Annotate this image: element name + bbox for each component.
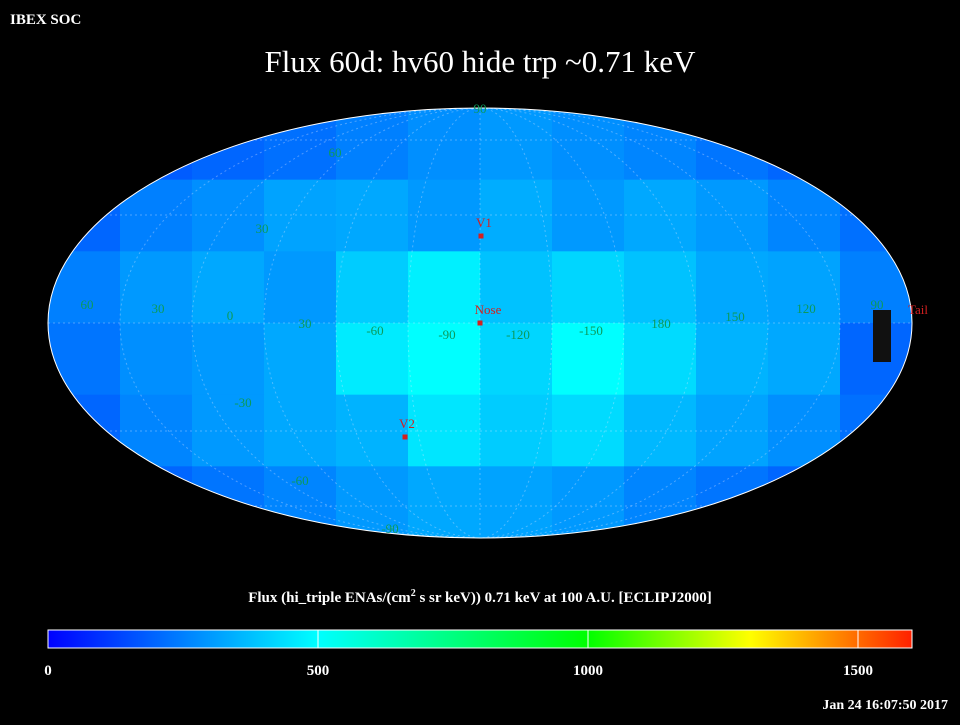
grid-label: 30: [256, 221, 269, 236]
marker-point: [478, 233, 484, 239]
colorbar: [47, 629, 913, 649]
marker-label: V2: [399, 416, 415, 431]
no-data-region: [873, 310, 891, 362]
grid-label: -150: [579, 323, 603, 338]
flux-cell: [696, 323, 769, 396]
flux-cell: [264, 179, 337, 252]
flux-cell: [552, 394, 625, 467]
colorbar-label-text: s sr keV)) 0.71 keV at 100 A.U. [ECLIPJ2…: [416, 590, 712, 606]
grid-label: 90: [474, 101, 487, 116]
flux-cell: [192, 251, 265, 324]
flux-cell: [408, 323, 481, 396]
flux-cell: [264, 251, 337, 324]
flux-cell: [192, 394, 265, 467]
grid-label: 90: [871, 297, 884, 312]
flux-cell: [120, 251, 193, 324]
flux-cell: [120, 323, 193, 396]
colorbar-label-text: Flux (hi_triple ENAs/(cm: [248, 590, 411, 606]
flux-cell: [336, 179, 409, 252]
flux-cell: [552, 466, 625, 538]
grid-label: -90: [438, 327, 455, 342]
colorbar-tick-label: 1000: [573, 663, 603, 679]
flux-cell: [336, 108, 409, 181]
timestamp: Jan 24 16:07:50 2017: [822, 698, 948, 713]
flux-cell: [624, 323, 697, 396]
colorbar-tick-label: 500: [307, 663, 330, 679]
title: Flux 60d: hv60 hide trp ~0.71 keV: [265, 44, 697, 79]
flux-cell: [552, 179, 625, 252]
flux-cell: [552, 251, 625, 324]
flux-cell: [768, 251, 841, 324]
flux-cell: [624, 251, 697, 324]
colorbar-ticks: 0 500 1000 1500: [44, 630, 873, 679]
grid-label: 30: [152, 301, 165, 316]
grid-label: -90: [381, 521, 398, 536]
grid-label: -120: [506, 327, 530, 342]
grid-label: 0: [227, 308, 234, 323]
flux-cell: [552, 323, 625, 396]
grid-label: -60: [291, 473, 308, 488]
flux-cell: [264, 394, 337, 467]
flux-cell: [192, 179, 265, 252]
map-outline: [47, 107, 913, 539]
colorbar-label-superscript: 2: [411, 588, 416, 599]
source-label: IBEX SOC: [10, 12, 81, 28]
flux-cell: [696, 394, 769, 467]
flux-cell: [480, 323, 553, 396]
flux-cell: [336, 251, 409, 324]
marker-point: [477, 320, 483, 326]
flux-cell: [552, 108, 625, 181]
flux-cell: [192, 323, 265, 396]
marker-point: [402, 434, 408, 440]
flux-cell: [696, 251, 769, 324]
flux-cell: [480, 179, 553, 252]
flux-cell: [408, 108, 481, 181]
colorbar-tick-label: 1500: [843, 663, 873, 679]
grid-label: 60: [81, 297, 94, 312]
flux-cell: [264, 323, 337, 396]
grid-label: 150: [725, 309, 745, 324]
flux-cell: [336, 323, 409, 396]
flux-cell: [408, 251, 481, 324]
flux-cell: [624, 179, 697, 252]
grid-label: 120: [796, 301, 816, 316]
grid-label: 180: [651, 316, 671, 331]
flux-cell: [696, 179, 769, 252]
marker-label: Tail: [908, 302, 928, 317]
flux-cell: [408, 394, 481, 467]
flux-cell: [624, 394, 697, 467]
grid-label: 60: [329, 145, 342, 160]
flux-cell: [336, 394, 409, 467]
flux-cell: [408, 466, 481, 538]
flux-cell: [768, 323, 841, 396]
grid-label: -30: [234, 395, 251, 410]
flux-cell: [336, 466, 409, 538]
marker-label: Nose: [475, 302, 502, 317]
flux-cell: [480, 466, 553, 538]
flux-cell: [480, 394, 553, 467]
flux-cell: [480, 108, 553, 181]
grid-label: -60: [366, 323, 383, 338]
flux-cell: [408, 179, 481, 252]
colorbar-label: Flux (hi_triple ENAs/(cm2 s sr keV)) 0.7…: [248, 588, 712, 606]
map-labels: 90 60 30 60 30 0 30 -60 -90 -120 -150 180 150 120 90 -3…: [81, 101, 929, 536]
marker-label: V1: [476, 215, 492, 230]
flux-cell: [480, 251, 553, 324]
colorbar-tick-label: 0: [44, 663, 52, 679]
grid-label: 30: [299, 316, 312, 331]
